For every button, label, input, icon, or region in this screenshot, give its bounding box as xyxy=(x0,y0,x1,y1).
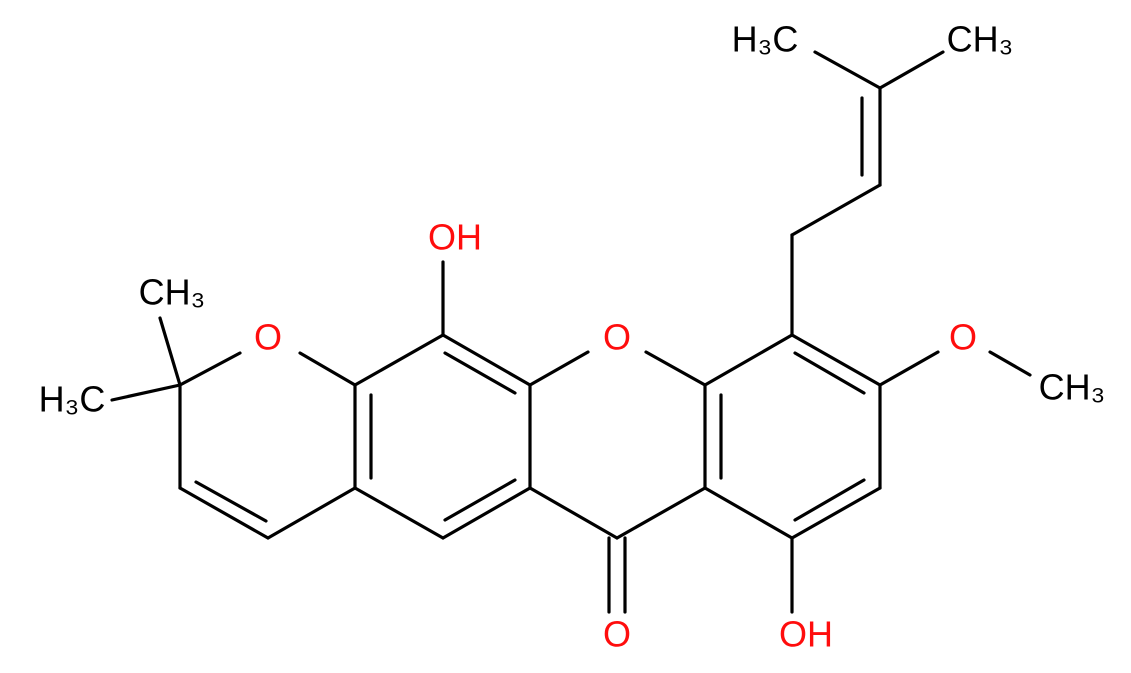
bond xyxy=(644,350,707,387)
atom-label: O xyxy=(603,614,631,655)
bond xyxy=(878,50,945,90)
bond xyxy=(194,480,268,523)
bond xyxy=(353,486,445,540)
atom-label: O xyxy=(254,317,282,358)
bond xyxy=(353,333,445,387)
bond xyxy=(615,486,707,540)
bond xyxy=(703,333,794,387)
bond xyxy=(443,478,517,522)
bond xyxy=(988,350,1032,377)
atom-label: H₃C xyxy=(732,19,799,60)
bond xyxy=(158,316,182,387)
atom-label: OH xyxy=(779,614,833,655)
atom-label: OH xyxy=(428,217,482,258)
bond xyxy=(790,183,882,237)
bond xyxy=(266,486,357,540)
bond xyxy=(793,351,866,395)
atom-label: CH₃ xyxy=(1039,367,1106,408)
bond xyxy=(790,333,882,387)
bond xyxy=(878,350,940,387)
bond xyxy=(790,486,882,540)
atom-label: H₃C xyxy=(39,379,106,420)
atom-label: CH₃ xyxy=(947,19,1014,60)
bond xyxy=(528,350,590,387)
bond xyxy=(793,478,866,522)
bond xyxy=(441,486,532,540)
bond xyxy=(703,486,794,540)
bond xyxy=(110,383,182,402)
bond xyxy=(813,50,882,90)
bond xyxy=(528,486,619,540)
bond xyxy=(443,351,517,395)
bond xyxy=(178,486,270,540)
bond xyxy=(441,333,532,387)
atom-label: O xyxy=(603,317,631,358)
atom-label: O xyxy=(949,317,977,358)
bond xyxy=(298,351,357,387)
bond xyxy=(178,351,242,387)
bonds xyxy=(110,50,1032,614)
atom-label: CH₃ xyxy=(139,272,206,313)
atom-labels: H₃C CH₃ OH CH₃ O O H₃C O CH₃ O OH xyxy=(39,19,1106,655)
